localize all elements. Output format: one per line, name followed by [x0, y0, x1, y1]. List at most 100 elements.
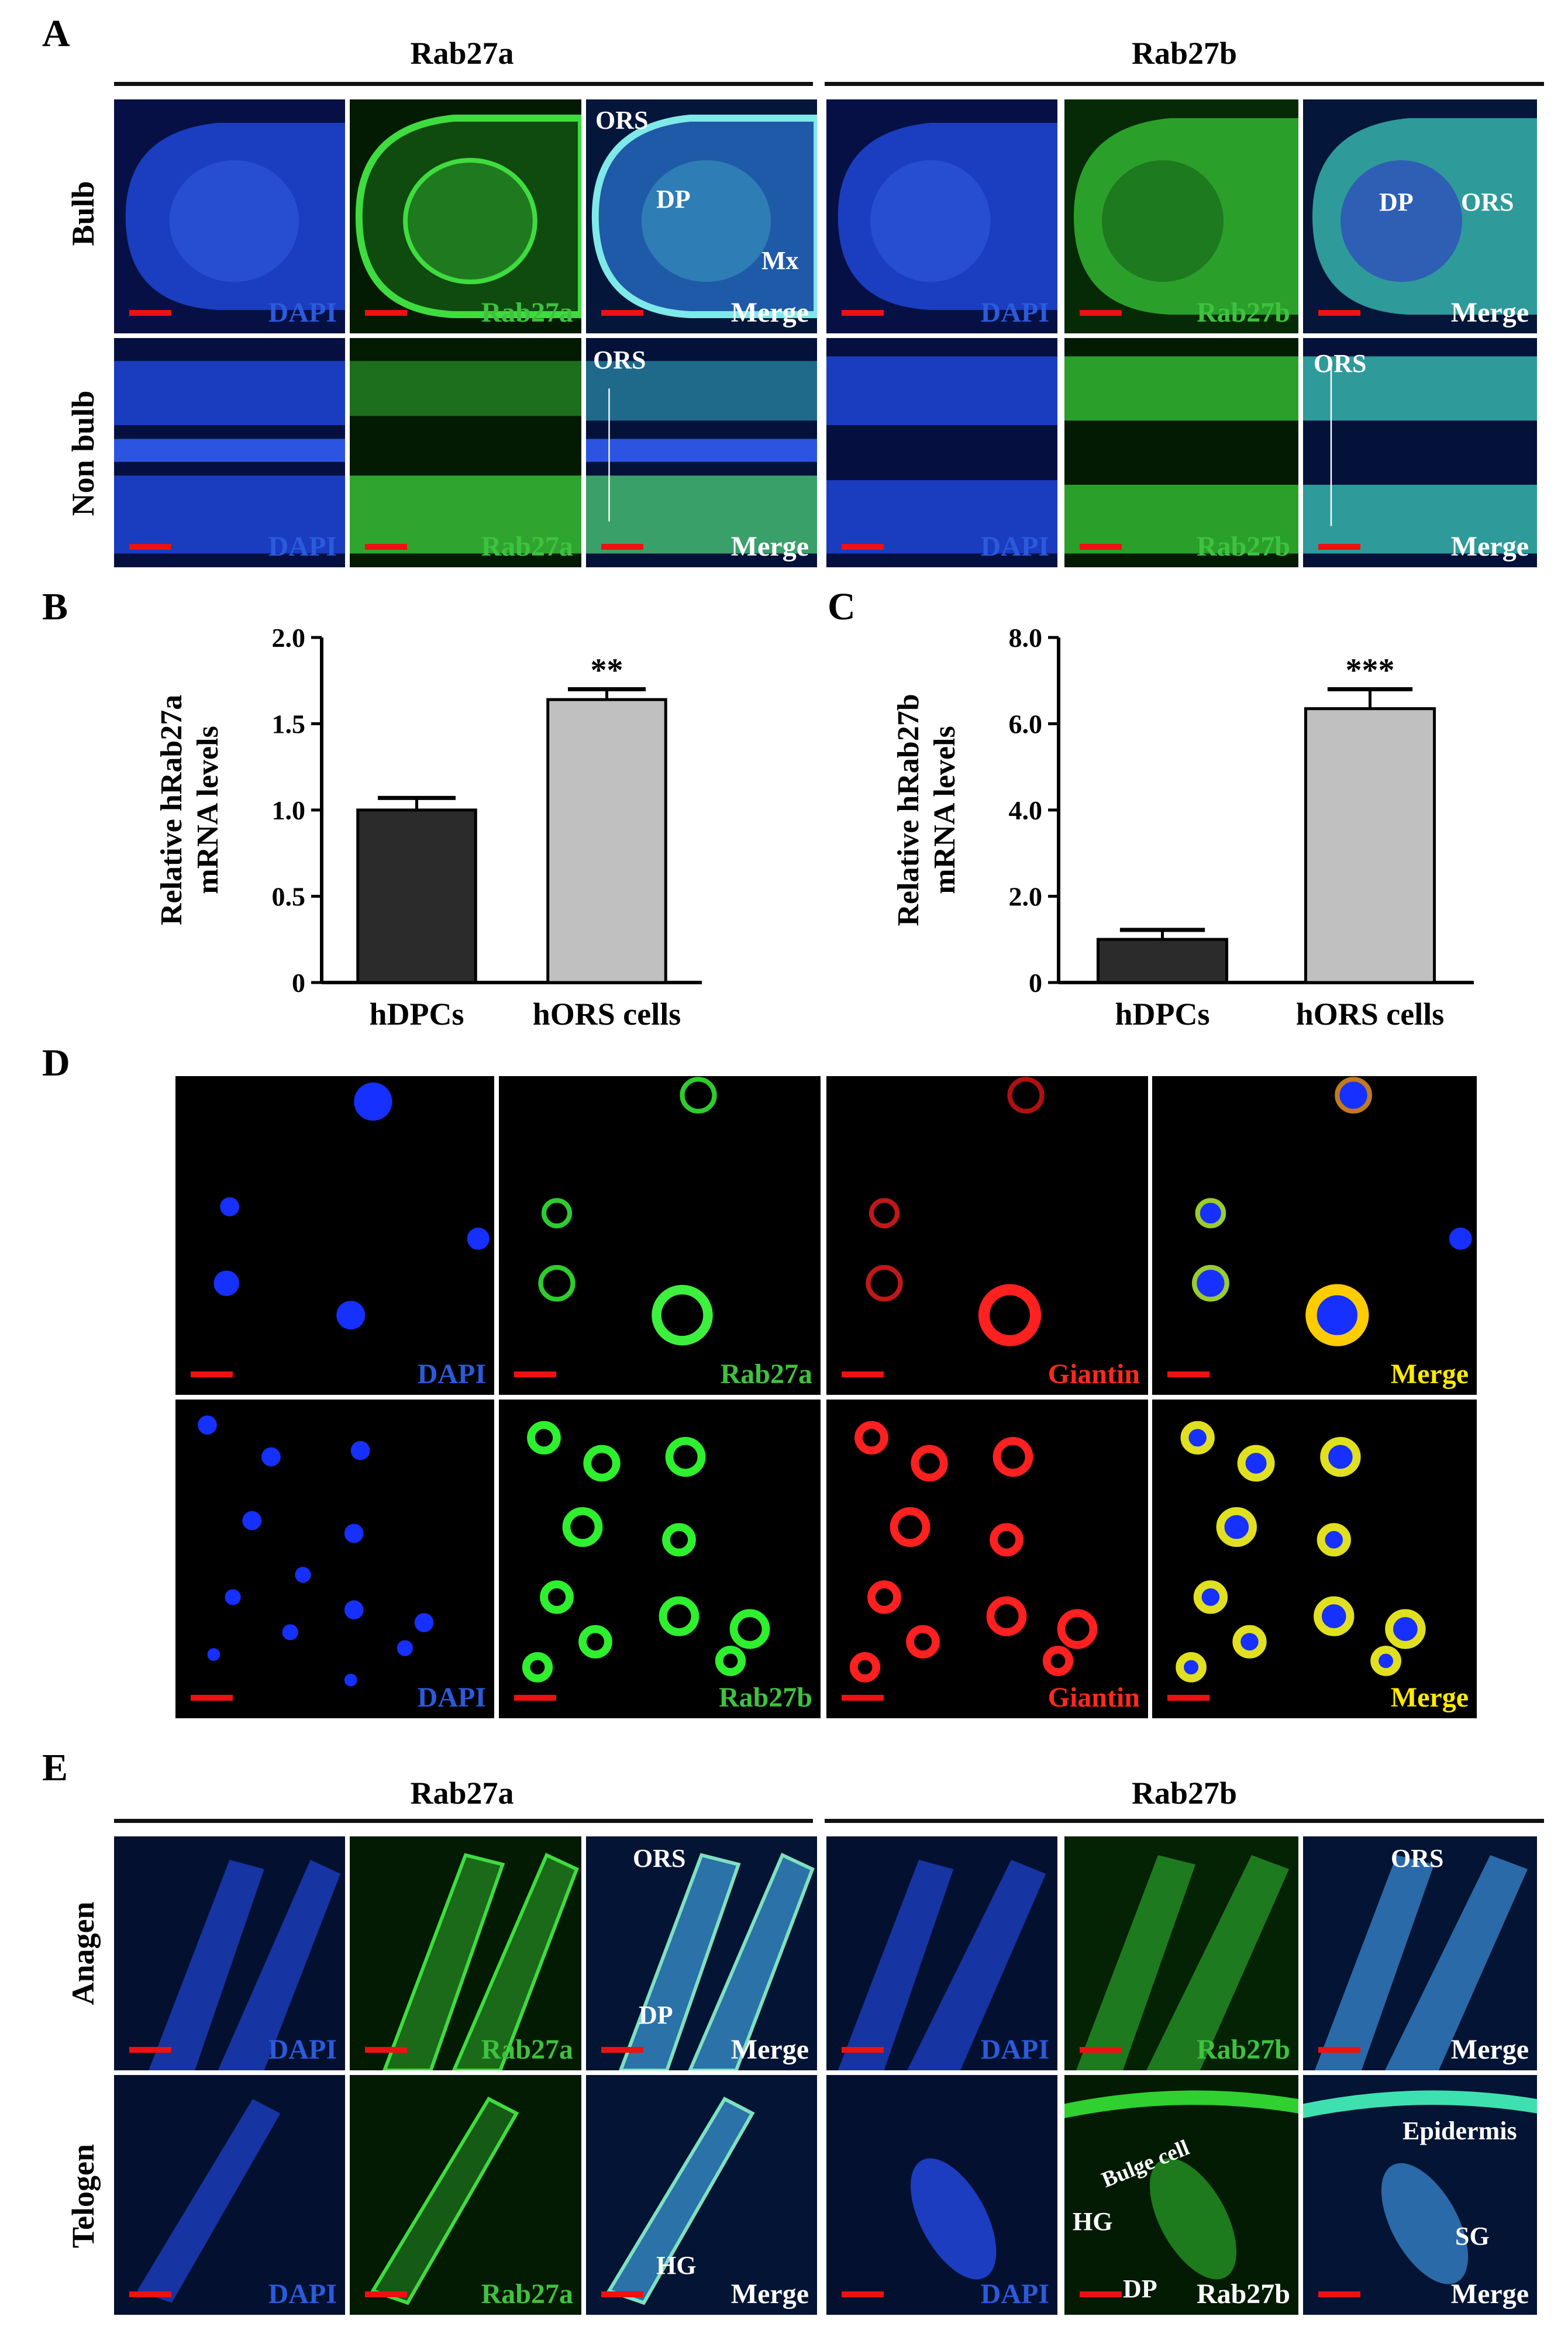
scale-bar	[365, 2291, 407, 2297]
scale-bar	[514, 1371, 556, 1377]
y-tick-label: 2.0	[1009, 882, 1043, 912]
image-d-r1-dapi: DAPI	[175, 1076, 494, 1395]
image-a-bulb-merge-a: ORS DP Mx Merge	[586, 99, 817, 333]
row-label-anagen: Anagen	[66, 1901, 101, 2005]
channel-label: DAPI	[980, 297, 1049, 328]
y-axis-label-line: mRNA levels	[191, 726, 225, 894]
row-label-bulb: Bulb	[66, 181, 101, 246]
scale-bar	[1080, 2047, 1122, 2053]
chart-b: 0 0.5 1.0 1.5 2.0 Relative hRab27amRNA levels…	[140, 620, 725, 1053]
image-a-nonbulb-dapi-b: DAPI	[826, 338, 1057, 567]
scale-bar	[1080, 2291, 1122, 2297]
bar	[546, 698, 667, 984]
scale-bar	[601, 2047, 643, 2053]
annotation-ors: ORS	[1461, 188, 1514, 216]
scale-bar	[1318, 310, 1360, 316]
group-rule-rab27a	[114, 82, 813, 86]
scale-bar	[1080, 310, 1122, 316]
y-tick-label: 4.0	[1009, 795, 1043, 825]
image-a-nonbulb-dapi: DAPI	[114, 338, 345, 567]
channel-label: Rab27a	[481, 297, 573, 328]
channel-label: DAPI	[268, 297, 337, 328]
image-a-bulb-merge-b: DP ORS Merge	[1303, 99, 1537, 333]
channel-label: Merge	[1390, 1359, 1469, 1390]
annotation-mx: Mx	[761, 246, 799, 275]
image-e-telogen-merge-b: Epidermis SG Merge	[1303, 2075, 1537, 2315]
channel-label: Merge	[1450, 297, 1529, 328]
image-e-telogen-rab27a: Rab27a	[350, 2075, 581, 2315]
image-d-r2-merge: Merge	[1152, 1400, 1477, 1718]
significance-label: ***	[1346, 653, 1395, 689]
group-rule-rab27b	[825, 82, 1544, 86]
group-title-rab27b-e: Rab27b	[1131, 1776, 1238, 1811]
panel-label-a: A	[42, 12, 70, 55]
image-a-nonbulb-merge-b: ORS Merge	[1303, 338, 1537, 567]
channel-label: Rab27a	[720, 1359, 812, 1390]
image-d-r1-merge: Merge	[1152, 1076, 1477, 1395]
image-e-anagen-rab27a: Rab27a	[350, 1836, 581, 2070]
group-rule-rab27a-e	[114, 1819, 813, 1823]
scale-bar	[365, 310, 407, 316]
image-a-bulb-rab27b: Rab27b	[1064, 99, 1298, 333]
image-e-anagen-rab27b: Rab27b	[1064, 1836, 1298, 2070]
channel-label: Merge	[1450, 2034, 1529, 2065]
y-tick-label: 2.0	[272, 623, 306, 653]
channel-label: Merge	[730, 297, 809, 328]
channel-label: Rab27a	[481, 2279, 573, 2310]
image-a-nonbulb-merge-a: ORS Merge	[586, 338, 817, 567]
image-e-telogen-dapi-b: DAPI	[826, 2075, 1057, 2315]
y-tick-label: 0.5	[272, 882, 306, 912]
y-tick-label: 1.0	[272, 795, 306, 825]
scale-bar	[514, 1695, 556, 1701]
scale-bar	[129, 2047, 171, 2053]
channel-label: Rab27b	[1196, 2034, 1290, 2065]
channel-label: Rab27b	[1196, 531, 1290, 562]
scale-bar	[365, 544, 407, 550]
annotation-dp: DP	[656, 185, 691, 213]
channel-label: Rab27b	[1196, 2279, 1290, 2310]
scale-bar	[1318, 544, 1360, 550]
channel-label: Merge	[1390, 1682, 1469, 1713]
image-d-r2-giantin: Giantin	[826, 1400, 1148, 1718]
scale-bar	[842, 2047, 884, 2053]
scale-bar	[601, 544, 643, 550]
image-e-telogen-merge-a: HG Merge	[586, 2075, 817, 2315]
group-title-rab27a: Rab27a	[410, 36, 514, 71]
y-tick-label: 1.5	[272, 709, 306, 739]
annotation-dp: DP	[1379, 188, 1414, 216]
image-d-r1-giantin: Giantin	[826, 1076, 1148, 1395]
x-category-label: hORS cells	[533, 997, 681, 1032]
annotation-ors: ORS	[1314, 349, 1367, 378]
scale-bar	[191, 1695, 233, 1701]
annotation-dp: DP	[639, 2001, 673, 2029]
channel-label: Rab27a	[481, 531, 573, 562]
y-axis-label-line: Relative hRab27a	[155, 695, 188, 925]
bar	[1096, 937, 1229, 984]
image-e-telogen-rab27b: Bulge cell HG DP Rab27b	[1064, 2075, 1298, 2315]
annotation-hg: HG	[1073, 2207, 1113, 2236]
row-label-non-bulb: Non bulb	[66, 390, 101, 516]
bar	[356, 808, 477, 984]
channel-label: Merge	[730, 531, 809, 562]
channel-label: DAPI	[980, 2279, 1049, 2310]
y-axis-label-line: mRNA levels	[928, 726, 962, 894]
scale-bar	[365, 2047, 407, 2053]
x-category-label: hORS cells	[1296, 997, 1445, 1032]
image-d-r2-rab27b: Rab27b	[499, 1400, 821, 1718]
scale-bar	[1318, 2291, 1360, 2297]
y-tick-label: 6.0	[1009, 709, 1043, 739]
panel-label-e: E	[42, 1746, 68, 1789]
image-a-nonbulb-rab27b: Rab27b	[1064, 338, 1298, 567]
channel-label: Merge	[730, 2279, 809, 2310]
annotation-epidermis: Epidermis	[1402, 2117, 1517, 2145]
scale-bar	[129, 310, 171, 316]
scale-bar	[129, 544, 171, 550]
channel-label: DAPI	[980, 531, 1049, 562]
channel-label: DAPI	[268, 2034, 337, 2065]
channel-label: Giantin	[1047, 1682, 1140, 1713]
channel-label: Giantin	[1047, 1359, 1140, 1390]
scale-bar	[601, 310, 643, 316]
panel-label-d: D	[42, 1042, 70, 1084]
channel-label: DAPI	[980, 2034, 1049, 2065]
scale-bar	[1167, 1371, 1209, 1377]
